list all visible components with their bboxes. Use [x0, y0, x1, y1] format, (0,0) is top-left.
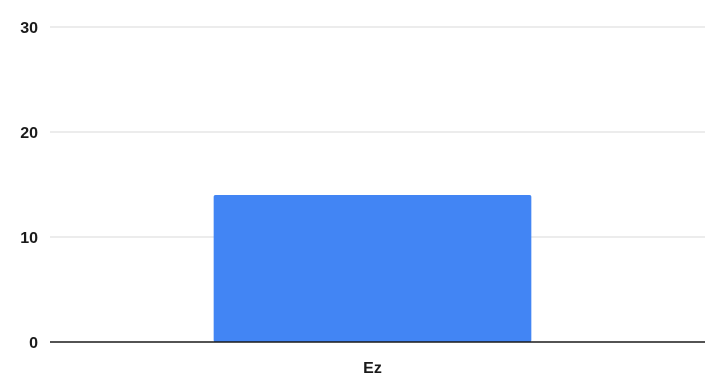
y-tick-label: 20 — [20, 125, 38, 142]
y-tick-label: 0 — [29, 335, 38, 352]
x-tick-label: Ez — [363, 360, 382, 376]
bars — [213, 195, 532, 342]
bar-ez[interactable] — [213, 195, 532, 342]
tick-labels: 0 10 20 30 Ez — [20, 20, 382, 376]
y-tick-label: 30 — [20, 20, 38, 37]
y-tick-label: 10 — [20, 230, 38, 247]
